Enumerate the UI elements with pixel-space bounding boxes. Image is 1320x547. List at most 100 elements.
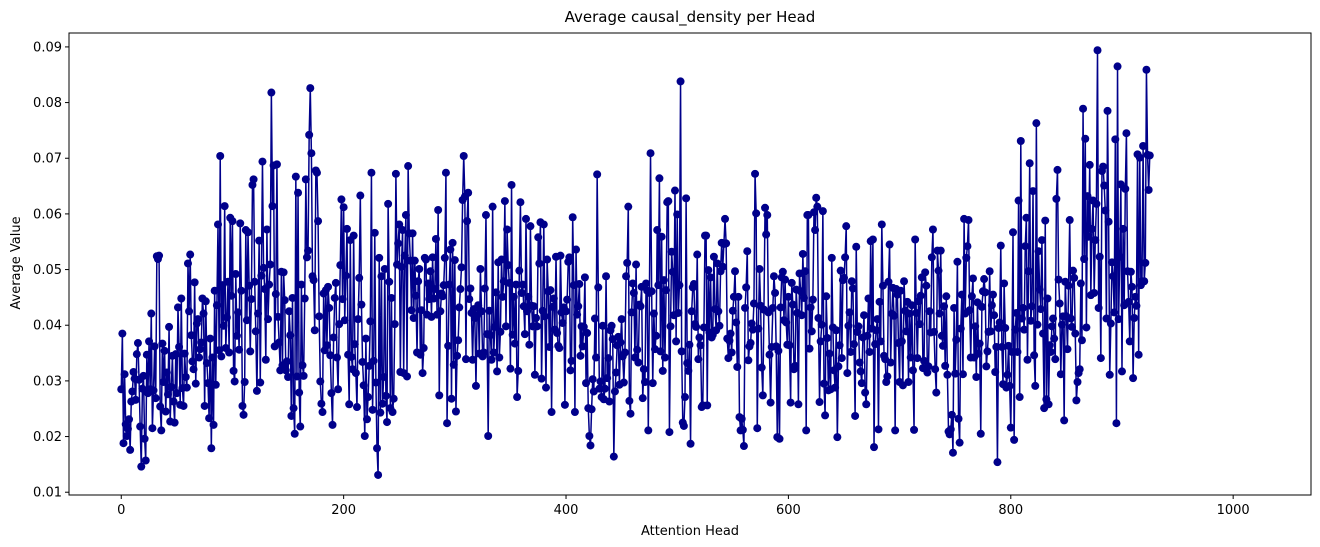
data-point <box>208 353 217 362</box>
data-point <box>686 439 695 448</box>
data-point <box>1126 267 1135 276</box>
data-point <box>246 347 255 356</box>
data-point <box>201 297 210 306</box>
data-point <box>225 348 234 357</box>
data-point <box>477 307 486 316</box>
data-point <box>971 322 980 331</box>
data-point <box>1023 355 1032 364</box>
data-point <box>450 256 459 265</box>
data-point <box>981 288 990 297</box>
data-point <box>626 409 635 418</box>
data-point <box>1124 297 1133 306</box>
data-point <box>488 202 497 211</box>
data-point <box>227 291 236 300</box>
data-point <box>430 285 439 294</box>
data-point <box>244 228 253 237</box>
data-point <box>709 252 718 261</box>
data-point <box>1004 341 1013 350</box>
data-point <box>287 411 296 420</box>
data-point <box>890 311 899 320</box>
data-point <box>216 152 225 161</box>
data-point <box>415 265 424 274</box>
data-point <box>891 426 900 435</box>
data-point <box>587 405 596 414</box>
data-point <box>1016 136 1025 145</box>
data-point <box>451 407 460 416</box>
data-point <box>553 329 562 338</box>
data-point <box>687 307 696 316</box>
data-point <box>298 361 307 370</box>
data-point <box>484 432 493 440</box>
data-point <box>746 339 755 348</box>
data-point <box>937 331 946 340</box>
data-point <box>205 414 214 423</box>
data-point <box>351 369 360 378</box>
data-point <box>699 323 708 332</box>
data-point <box>948 448 957 457</box>
data-point <box>812 193 821 202</box>
data-point <box>506 364 515 373</box>
data-point <box>390 320 399 329</box>
data-point <box>596 377 605 386</box>
data-point <box>252 386 261 395</box>
data-point <box>677 347 686 356</box>
data-point <box>842 222 851 231</box>
data-point <box>968 274 977 283</box>
data-point <box>675 281 684 290</box>
data-point <box>1092 199 1101 208</box>
data-point <box>980 275 989 284</box>
data-point <box>900 277 909 286</box>
data-point <box>555 344 564 353</box>
data-point <box>715 321 724 330</box>
data-point <box>1010 435 1019 444</box>
data-point <box>421 255 430 264</box>
data-point <box>307 149 316 158</box>
data-point <box>167 383 176 392</box>
data-point <box>902 327 911 336</box>
data-point <box>655 174 664 183</box>
data-point <box>416 350 425 359</box>
data-point <box>259 263 268 272</box>
data-point <box>530 370 539 379</box>
data-point <box>703 401 712 410</box>
data-point <box>290 429 299 438</box>
data-point <box>580 273 589 282</box>
data-point <box>142 350 151 359</box>
data-point <box>465 295 474 304</box>
y-tick-label: 0.06 <box>33 207 62 222</box>
data-point <box>145 337 154 346</box>
data-point <box>706 273 715 282</box>
data-point <box>612 368 621 377</box>
data-point <box>371 378 380 387</box>
data-point <box>646 149 655 158</box>
data-point <box>896 286 905 295</box>
data-point <box>976 429 985 438</box>
data-point <box>315 312 324 321</box>
data-point <box>379 373 388 381</box>
data-point <box>1041 216 1050 225</box>
data-point <box>652 331 661 340</box>
data-point <box>251 327 260 336</box>
data-point <box>1134 350 1143 359</box>
data-point <box>924 362 933 371</box>
data-point <box>742 283 751 292</box>
data-point <box>733 362 742 371</box>
data-point <box>560 400 569 409</box>
data-point <box>518 280 527 289</box>
y-tick-label: 0.03 <box>33 374 62 389</box>
data-point <box>943 370 952 379</box>
data-point <box>972 373 981 381</box>
data-point <box>704 266 713 275</box>
data-point <box>199 309 208 318</box>
data-point <box>408 229 417 238</box>
data-point <box>332 353 341 362</box>
data-point <box>380 265 389 274</box>
data-point <box>604 354 613 363</box>
data-point <box>355 273 364 282</box>
data-point <box>1077 336 1086 345</box>
data-point <box>781 275 790 284</box>
data-point <box>1090 288 1099 297</box>
data-point <box>600 384 609 393</box>
data-point <box>1017 314 1026 323</box>
data-point <box>576 351 585 360</box>
